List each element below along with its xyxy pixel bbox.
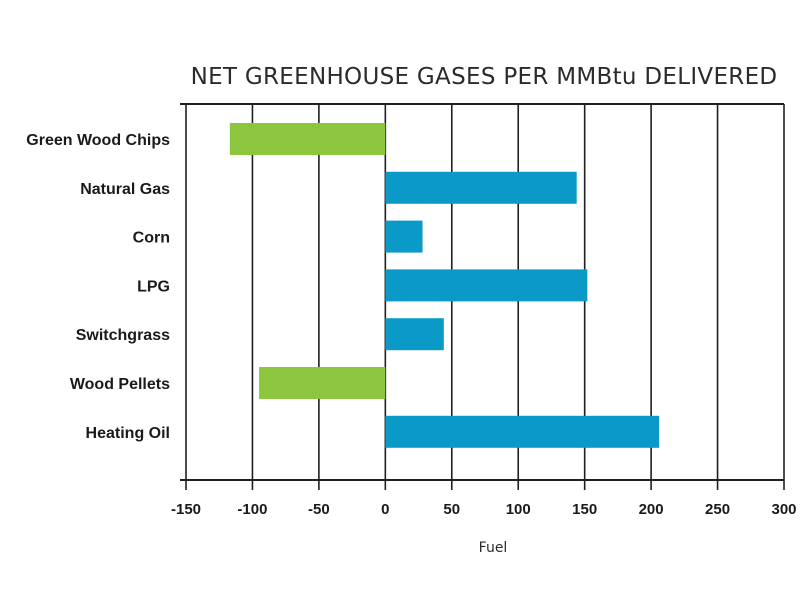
category-label: Corn [133,230,170,247]
category-label: Switchgrass [76,327,170,344]
bar [385,220,423,253]
tick-labels: -150 -100 -50 0 50 100 150 200 250 300 [171,501,797,518]
category-label: Green Wood Chips [26,132,170,149]
category-label: Wood Pellets [70,376,170,393]
category-label: Heating Oil [86,425,170,442]
x-tick-label: -150 [171,501,201,518]
bar [385,269,588,302]
x-tick-label: 250 [705,501,730,518]
category-label: LPG [137,278,170,295]
x-tick-label: 100 [506,501,531,518]
bar-layer [229,123,660,448]
bar [385,318,444,351]
bar [385,171,577,204]
x-axis-title: Fuel [479,540,508,556]
category-labels: Green Wood Chips Natural Gas Corn LPG Switch… [26,132,170,442]
bar [385,415,660,448]
bar [259,367,386,399]
x-tick-label: 300 [771,501,796,518]
x-tick-label: 50 [443,501,460,518]
chart-title: NET GREENHOUSE GASES PER MMBtu DELIVERED [191,64,778,90]
x-tick-label: 0 [381,501,389,518]
x-tick-label: -50 [308,501,330,518]
x-tick-label: 150 [572,501,597,518]
x-tick-label: -100 [237,501,267,518]
bar [229,123,386,155]
x-tick-label: 200 [639,501,664,518]
category-label: Natural Gas [80,181,170,198]
